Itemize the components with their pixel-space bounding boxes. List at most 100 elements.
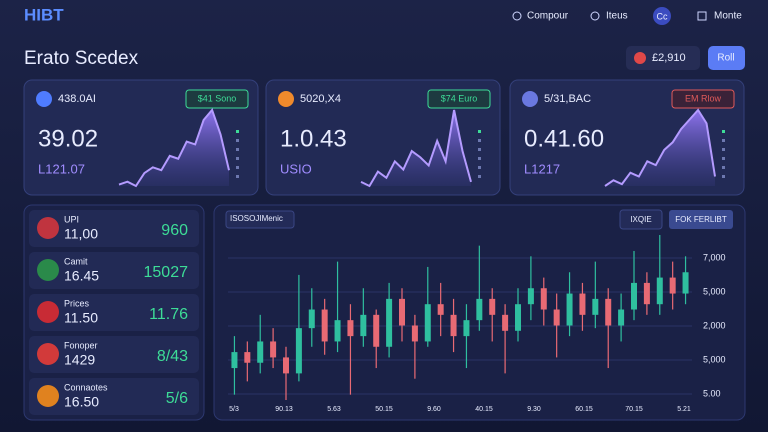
x-label: 5.21: [677, 406, 691, 413]
y-label: 5,000: [703, 354, 726, 364]
market-row[interactable]: [29, 210, 199, 247]
market-change: 960: [161, 222, 188, 239]
card-sub: USIO: [280, 161, 312, 176]
market-icon: [37, 217, 59, 239]
nav-icon: [590, 11, 600, 21]
market-row[interactable]: [29, 378, 199, 415]
card-value: 1.0.43: [280, 125, 347, 152]
candle-body: [347, 320, 354, 337]
candle-body: [515, 304, 521, 331]
candle-body: [592, 298, 599, 315]
market-row[interactable]: [29, 294, 199, 331]
card-badge-label: $41 Sono: [198, 93, 237, 103]
card-badge: [427, 89, 491, 109]
card-value: 39.02: [38, 125, 98, 152]
nav-link[interactable]: Iteus: [606, 11, 628, 22]
candle-body: [231, 352, 238, 369]
market-name: Prices: [64, 298, 90, 308]
card-dot: [722, 148, 725, 151]
x-label: 40.15: [475, 406, 493, 413]
card-dot: [478, 157, 481, 160]
market-value: 1429: [64, 352, 95, 368]
card-dot: [478, 166, 481, 169]
card-sub: L1217: [524, 161, 560, 176]
candle-body: [373, 314, 380, 347]
candle-body: [527, 288, 534, 305]
market-value: 16.45: [64, 268, 99, 284]
card-icon: [36, 91, 52, 107]
nav-icon: [697, 11, 707, 21]
candle-body: [618, 309, 625, 326]
y-label: 7,000: [703, 252, 726, 262]
candle-body: [669, 277, 676, 294]
x-label: 60.15: [575, 406, 593, 413]
y-label: 5.00: [703, 388, 721, 398]
card-icon: [278, 91, 294, 107]
market-icon: [37, 301, 59, 323]
candle-body: [308, 309, 315, 329]
logo[interactable]: HIBT: [24, 5, 64, 24]
candle-body: [476, 298, 483, 321]
candle-body: [411, 325, 418, 342]
market-name: Fonoper: [64, 340, 98, 350]
candle-body: [270, 341, 277, 358]
market-name: Camit: [64, 256, 88, 266]
balance-icon: [634, 52, 646, 64]
balance-pill[interactable]: [626, 46, 700, 70]
roll-button-label: Roll: [717, 53, 734, 64]
chart-button[interactable]: [669, 210, 733, 229]
x-label: 50.15: [375, 406, 393, 413]
card-dot: [722, 139, 725, 142]
candle-body: [334, 320, 341, 342]
roll-button[interactable]: [708, 46, 745, 70]
market-icon: [37, 343, 59, 365]
market-row[interactable]: [29, 336, 199, 373]
market-name: UPI: [64, 214, 79, 224]
candle-body: [540, 288, 547, 310]
sparkline-area: [361, 110, 471, 186]
chart-title-box: [225, 210, 295, 229]
page-title: Erato Scedex: [24, 48, 139, 69]
card-dot: [722, 175, 725, 178]
avatar[interactable]: [653, 7, 671, 25]
nav-link[interactable]: Compour: [527, 11, 569, 22]
chart-title: ISOSOJIMenic: [230, 214, 283, 223]
candle-body: [643, 282, 650, 305]
card-label: 438.0AI: [58, 93, 96, 105]
candle-body: [424, 304, 431, 342]
x-label: 90.13: [275, 406, 293, 413]
chart-button[interactable]: [619, 209, 663, 230]
balance: £2,910: [652, 52, 686, 64]
card-dot: [236, 157, 239, 160]
market-value: 11.50: [64, 310, 98, 326]
market-change: 11.76: [149, 306, 188, 323]
candle-body: [295, 328, 302, 374]
candle-body: [450, 314, 457, 337]
card-dot: [478, 130, 481, 133]
candle-body: [437, 304, 444, 315]
candle-body: [682, 272, 689, 294]
y-label: 5,000: [703, 286, 726, 296]
sparkline: [604, 108, 716, 187]
nav-link[interactable]: Monte: [714, 11, 742, 22]
market-name: Connaotes: [64, 382, 108, 392]
card-badge-label: EM Rlow: [685, 93, 722, 103]
chart-button-label: IXQIE: [630, 215, 651, 224]
market-row[interactable]: [29, 252, 199, 289]
avatar-label: Cc: [657, 11, 668, 21]
card-dot: [478, 139, 481, 142]
sparkline: [118, 108, 230, 188]
card-value: 0.41.60: [524, 125, 604, 152]
sparkline: [360, 109, 472, 188]
candle-body: [360, 314, 367, 337]
market-icon: [37, 385, 59, 407]
card-dot: [236, 148, 239, 151]
chart-button-label: FOK FERLIBT: [675, 215, 727, 224]
card-dot: [722, 157, 725, 160]
card-dot: [236, 175, 239, 178]
candle-body: [283, 357, 289, 374]
market-value: 11,00: [64, 226, 98, 242]
candle-body: [386, 298, 393, 347]
card-sub: L121.07: [38, 161, 85, 176]
candle-body: [399, 298, 405, 326]
